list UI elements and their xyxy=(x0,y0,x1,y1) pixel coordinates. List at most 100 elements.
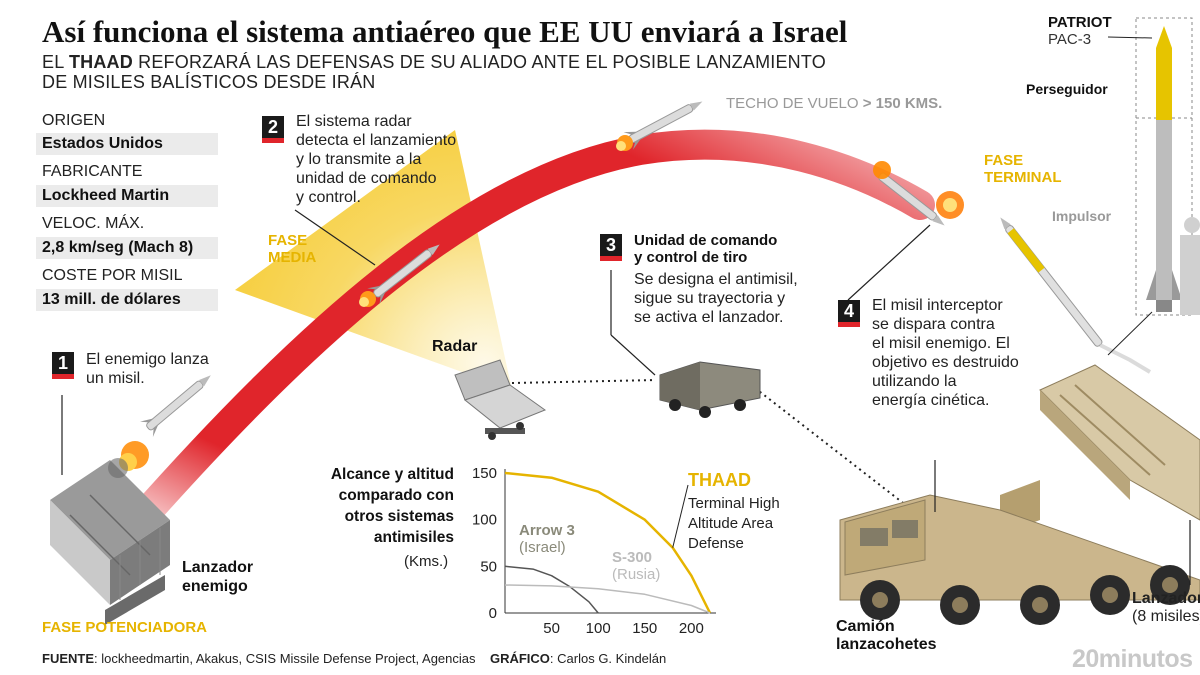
radar-beam xyxy=(235,130,512,390)
radar-label: Radar xyxy=(432,338,478,355)
s300-country: (Rusia) xyxy=(612,566,661,583)
thaad-desc-line: Terminal High xyxy=(688,495,780,512)
step-4-line: se dispara contra xyxy=(872,316,995,333)
chart-x-tick-label: 200 xyxy=(679,620,704,637)
chart-x-tick-label: 50 xyxy=(543,620,560,637)
step-1-line: un misil. xyxy=(86,370,145,387)
enemy-launcher-line: enemigo xyxy=(182,578,248,595)
enemy-launcher-label: Lanzador enemigo xyxy=(182,558,253,596)
patriot-missile-graphic xyxy=(1107,17,1200,356)
step-2-line: detecta el lanzamiento xyxy=(296,132,457,149)
chart-x-tick-label: 150 xyxy=(632,620,657,637)
chart-title-line: comparado con xyxy=(338,487,454,504)
chart-y-tick-label: 150 xyxy=(472,465,497,482)
step-3-text: Se designa el antimisil, sigue su trayec… xyxy=(634,270,798,327)
step-1-line: El enemigo lanza xyxy=(86,351,209,368)
spec-label-speed: VELOC. MÁX. xyxy=(42,215,145,232)
step-3-title: Unidad de comando y control de tiro xyxy=(634,232,777,266)
phase-boost-label: FASE POTENCIADORA xyxy=(42,619,208,636)
chart-y-tick-label: 100 xyxy=(472,512,497,529)
chart-title: Alcance y altitud comparado con otros si… xyxy=(300,464,454,548)
thaad-chart-desc: Terminal High Altitude Area Defense xyxy=(688,494,780,554)
phase-mid-line: FASE xyxy=(268,232,308,249)
footer-source-label: FUENTE xyxy=(42,651,94,666)
range-chart: 0 50 100 150 50 100 150 200 xyxy=(472,465,716,637)
spec-value-origin: Estados Unidos xyxy=(36,133,218,155)
phase-terminal-line: TERMINAL xyxy=(984,169,1062,186)
spec-label-origin: ORIGEN xyxy=(42,112,106,129)
step-4-line: objetivo es destruido xyxy=(872,354,1019,371)
phase-mid-label: FASE MEDIA xyxy=(268,232,316,266)
patriot-model: PAC-3 xyxy=(1048,31,1092,48)
truck-label: Camión lanzacohetes xyxy=(836,618,936,654)
chart-series-s-300 xyxy=(504,584,711,614)
s300-chart-label: S-300 (Rusia) xyxy=(612,549,660,583)
step-4-line: energía cinética. xyxy=(872,392,990,409)
step-1-text: El enemigo lanza un misil. xyxy=(86,350,209,388)
arrow-country: (Israel) xyxy=(519,539,566,556)
chart-series-thaad xyxy=(504,471,712,614)
patriot-booster-label: Impulsor xyxy=(1052,208,1112,224)
arrow-chart-label: Arrow 3 (Israel) xyxy=(519,522,575,556)
chart-ylabel: (Kms.) xyxy=(404,553,449,570)
step-4-line: el misil enemigo. El xyxy=(872,335,1010,352)
chart-y-tick-label: 0 xyxy=(489,605,497,622)
flight-ceiling-value: > 150 KMS. xyxy=(862,95,943,112)
truck-line: lanzacohetes xyxy=(836,636,937,653)
step-2-badge: 2 xyxy=(262,116,284,143)
truck-line: Camión xyxy=(836,618,895,635)
step-3-badge: 3 xyxy=(600,234,622,261)
phase-terminal-line: FASE xyxy=(984,152,1024,169)
step-4-text: El misil interceptor se dispara contra e… xyxy=(872,296,1019,410)
step-1-badge: 1 xyxy=(52,352,74,379)
flight-ceiling-prefix: TECHO DE VUELO xyxy=(726,95,863,112)
step-3-title-line: Unidad de comando xyxy=(634,232,778,249)
step-2-line: unidad de comando xyxy=(296,170,437,187)
step-2-line: y control. xyxy=(296,189,361,206)
step-4-line: utilizando la xyxy=(872,373,957,390)
chart-series-arrow-3 xyxy=(504,565,599,614)
patriot-name: PATRIOT xyxy=(1048,14,1112,31)
command-truck-graphic xyxy=(659,361,761,418)
page-subtitle: EL THAAD REFORZARÁ LAS DEFENSAS DE SU AL… xyxy=(42,52,942,92)
launcher-right-line: Lanzador xyxy=(1132,590,1200,607)
spec-label-maker: FABRICANTE xyxy=(42,163,143,180)
chart-title-line: Alcance y altitud xyxy=(330,466,454,483)
enemy-launcher-line: Lanzador xyxy=(182,559,254,576)
page-title: Así funciona el sistema antiaéreo que EE… xyxy=(42,14,848,49)
footer-credits: FUENTE: lockheedmartin, Akakus, CSIS Mis… xyxy=(42,651,666,666)
chart-x-tick-label: 100 xyxy=(586,620,611,637)
footer-graphic-label: GRÁFICO xyxy=(489,651,550,666)
step-2-text: El sistema radar detecta el lanzamiento … xyxy=(296,112,456,207)
arrow-name: Arrow 3 xyxy=(519,522,575,539)
step-2-line: El sistema radar xyxy=(296,113,412,130)
subtitle-prefix: EL xyxy=(42,52,69,72)
thaad-desc-line: Defense xyxy=(688,535,744,552)
subtitle-bold: THAAD xyxy=(68,52,133,72)
thaad-launcher-graphic xyxy=(839,364,1200,625)
spec-label-cost: COSTE POR MISIL xyxy=(42,267,183,284)
radar-graphic xyxy=(454,359,547,440)
chart-thaad-pointer xyxy=(672,484,689,548)
chart-title-line: otros sistemas xyxy=(344,508,454,525)
thaad-desc-line: Altitude Area xyxy=(688,515,774,532)
step-2-line: y lo transmite a la xyxy=(296,151,422,168)
brand-logo: 20minutos xyxy=(1072,645,1193,673)
step-3-line: Se designa el antimisil, xyxy=(634,271,798,288)
step-3-title-line: y control de tiro xyxy=(634,249,748,266)
thaad-chart-name: THAAD xyxy=(688,470,751,490)
phase-mid-line: MEDIA xyxy=(268,249,317,266)
spec-value-cost: 13 mill. de dólares xyxy=(36,289,218,311)
spec-value-speed: 2,8 km/seg (Mach 8) xyxy=(36,237,218,259)
patriot-chaser-label: Perseguidor xyxy=(1026,81,1108,97)
subtitle-line1-rest: REFORZARÁ LAS DEFENSAS DE SU ALIADO ANTE… xyxy=(132,52,826,72)
launcher-right-label: Lanzador (8 misiles) xyxy=(1132,590,1200,626)
subtitle-line2: DE MISILES BALÍSTICOS DESDE IRÁN xyxy=(42,72,376,92)
step-4-line: El misil interceptor xyxy=(872,297,1003,314)
s300-name: S-300 xyxy=(612,549,653,566)
launcher-right-line: (8 misiles) xyxy=(1132,608,1200,625)
chart-y-tick-label: 50 xyxy=(480,558,497,575)
spec-value-maker: Lockheed Martin xyxy=(36,185,218,207)
step-3-line: sigue su trayectoria y xyxy=(634,290,786,307)
